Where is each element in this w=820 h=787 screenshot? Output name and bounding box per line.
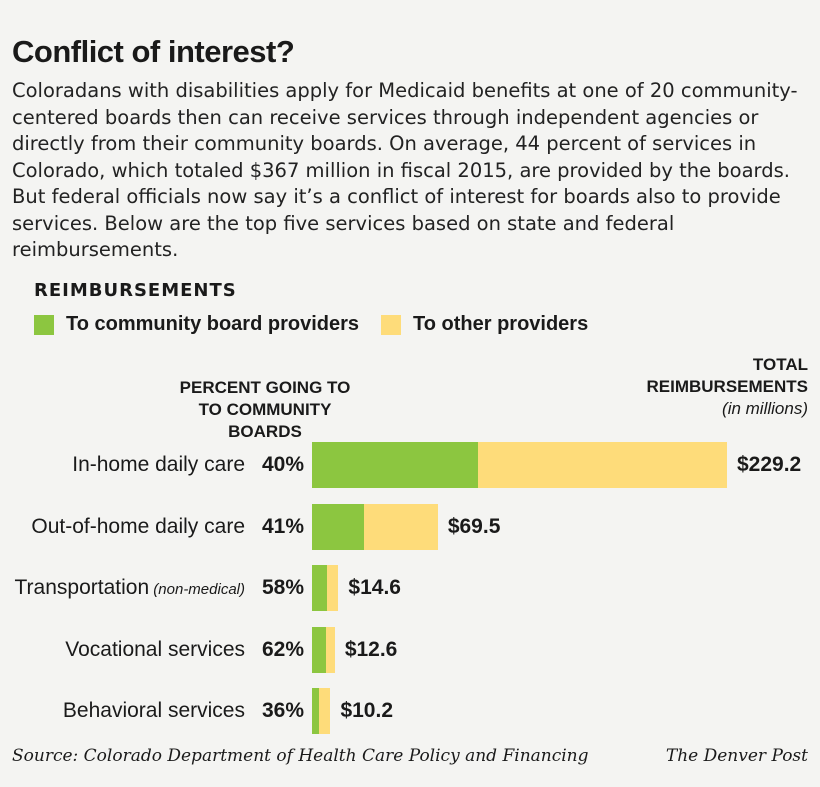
- section-label: REIMBURSEMENTS: [34, 280, 237, 301]
- bar-other: [327, 565, 339, 611]
- credit: The Denver Post: [665, 746, 808, 766]
- bar-community: [312, 627, 327, 673]
- bar-other: [326, 627, 335, 673]
- total-header-line1: TOTAL: [752, 355, 808, 374]
- bar-community: [312, 442, 478, 488]
- category-name: Behavioral services: [62, 699, 245, 722]
- category-note: (non-medical): [149, 581, 245, 598]
- total-label: $14.6: [348, 576, 401, 599]
- total-label: $69.5: [447, 515, 501, 538]
- legend-item-community: To community board providers: [34, 313, 359, 336]
- category-name: In-home daily care: [72, 453, 245, 476]
- percent-label: 62%: [261, 638, 304, 661]
- percent-label: 41%: [261, 515, 304, 538]
- category-label: Out-of-home daily care: [31, 515, 245, 539]
- bar-community: [312, 688, 319, 734]
- total-column-header: TOTAL REIMBURSEMENTS (in millions): [646, 354, 808, 420]
- total-label: $12.6: [344, 638, 398, 661]
- total-header-unit: (in millions): [722, 399, 808, 418]
- category-label: Behavioral services: [63, 699, 245, 723]
- bar-other: [363, 504, 438, 550]
- bar-other: [318, 688, 331, 734]
- category-label: In-home daily care: [72, 453, 245, 477]
- bar-community: [312, 565, 328, 611]
- category-name: Vocational services: [65, 638, 245, 661]
- percent-column-header: PERCENT GOING TO TO COMMUNITY BOARDS: [160, 377, 370, 443]
- percent-label: 40%: [261, 453, 304, 476]
- legend: To community board providers To other pr…: [34, 313, 610, 336]
- category-name: Transportation: [14, 576, 150, 599]
- total-label: $10.2: [340, 699, 394, 722]
- percent-label: 58%: [261, 576, 304, 599]
- percent-header-line1: PERCENT GOING TO: [179, 378, 351, 397]
- total-header-line2: REIMBURSEMENTS: [646, 377, 808, 396]
- category-label: Vocational services: [65, 638, 245, 662]
- bar-community: [312, 504, 364, 550]
- legend-swatch-community: [34, 314, 54, 335]
- percent-label: 36%: [261, 699, 304, 722]
- category-label: Transportation (non-medical): [15, 576, 246, 600]
- percent-header-line2: TO COMMUNITY BOARDS: [198, 400, 332, 441]
- intro-text: Coloradans with disabilities apply for M…: [12, 79, 798, 261]
- category-name: Out-of-home daily care: [31, 515, 245, 538]
- legend-item-other: To other providers: [381, 313, 588, 336]
- total-label: $229.2: [737, 453, 802, 476]
- legend-label-other: To other providers: [413, 313, 589, 335]
- chart-title: Conflict of interest?: [12, 34, 295, 69]
- legend-label-community: To community board providers: [66, 313, 359, 335]
- legend-swatch-other: [381, 314, 401, 335]
- bar-other: [478, 442, 727, 488]
- source-note: Source: Colorado Department of Health Ca…: [12, 746, 589, 766]
